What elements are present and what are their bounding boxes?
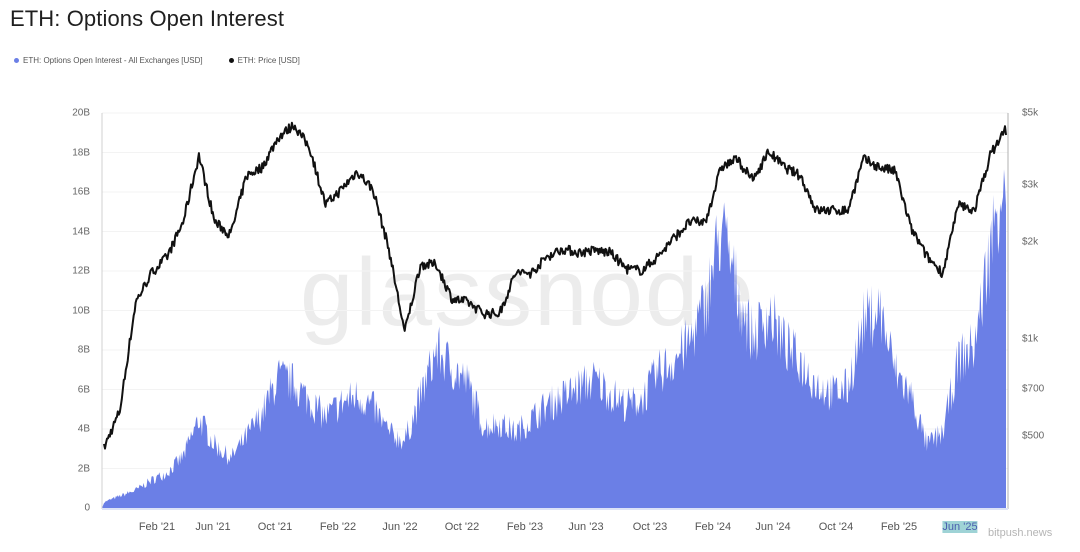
left-axis-tick: 2B bbox=[77, 463, 90, 474]
legend-item-open-interest[interactable]: ETH: Options Open Interest - All Exchang… bbox=[14, 56, 203, 65]
source-label: bitpush.news bbox=[988, 527, 1053, 539]
left-axis-tick: 0 bbox=[84, 502, 90, 514]
chart-title: ETH: Options Open Interest bbox=[10, 6, 285, 31]
legend-label: ETH: Options Open Interest - All Exchang… bbox=[23, 56, 203, 65]
x-axis-tick: Feb '21 bbox=[138, 521, 176, 533]
x-axis-tick: Jun '23 bbox=[568, 521, 604, 533]
x-axis-tick: Feb '24 bbox=[694, 521, 732, 533]
right-axis-tick: $500 bbox=[1022, 430, 1045, 442]
x-axis-tick: Feb '23 bbox=[506, 521, 544, 533]
x-axis-tick: Oct '21 bbox=[257, 521, 293, 533]
x-axis-tick: Jun '24 bbox=[755, 521, 791, 533]
right-axis-tick: $700 bbox=[1022, 383, 1045, 395]
x-axis-tick: Feb '25 bbox=[880, 521, 918, 533]
right-axis-tick: $2k bbox=[1022, 236, 1039, 248]
x-axis-tick: Jun '25 bbox=[942, 521, 978, 533]
right-axis-tick: $3k bbox=[1022, 179, 1039, 191]
left-axis-tick: 10B bbox=[72, 305, 90, 316]
legend-dot-icon bbox=[14, 58, 19, 63]
price-line bbox=[103, 121, 1007, 450]
right-axis-tick: $1k bbox=[1022, 333, 1039, 345]
x-axis-tick: Jun '22 bbox=[382, 521, 418, 533]
left-axis-tick: 4B bbox=[77, 423, 90, 435]
x-axis-tick: Oct '22 bbox=[444, 521, 480, 533]
left-axis-tick: 18B bbox=[72, 147, 90, 158]
legend-item-price[interactable]: ETH: Price [USD] bbox=[228, 56, 300, 65]
legend: ETH: Options Open Interest - All Exchang… bbox=[14, 56, 300, 65]
legend-dot-icon bbox=[228, 58, 234, 63]
x-axis-tick: Jun '21 bbox=[195, 521, 231, 533]
x-axis-tick: Feb '22 bbox=[319, 521, 357, 533]
x-axis-tick: Oct '24 bbox=[818, 521, 854, 533]
right-axis-tick: $5k bbox=[1022, 107, 1039, 119]
open-interest-area bbox=[102, 169, 1006, 509]
left-axis-tick: 20B bbox=[72, 107, 90, 119]
left-axis-tick: 14B bbox=[72, 226, 90, 237]
left-axis-tick: 12B bbox=[72, 265, 90, 277]
legend-label: ETH: Price [USD] bbox=[237, 56, 300, 65]
left-axis-tick: 6B bbox=[77, 384, 90, 395]
left-axis-tick: 16B bbox=[72, 186, 90, 198]
x-axis-tick: Oct '23 bbox=[632, 521, 668, 533]
left-axis-tick: 8B bbox=[77, 344, 90, 356]
